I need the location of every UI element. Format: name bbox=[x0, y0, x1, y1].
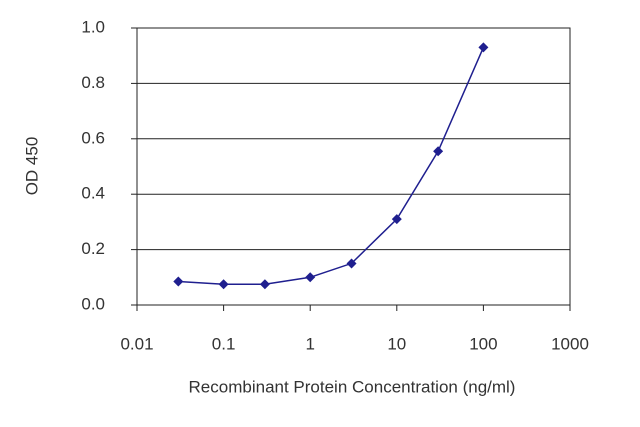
y-tick-label: 1.0 bbox=[81, 17, 105, 36]
y-tick-label: 0.4 bbox=[81, 184, 105, 203]
y-tick-label: 0.0 bbox=[81, 294, 105, 313]
x-axis-title: Recombinant Protein Concentration (ng/ml… bbox=[189, 377, 516, 396]
y-axis-title: OD 450 bbox=[22, 137, 41, 196]
data-point bbox=[218, 279, 229, 290]
y-tick-label: 0.8 bbox=[81, 73, 105, 92]
x-tick-label: 100 bbox=[469, 334, 497, 353]
x-tick-label: 0.1 bbox=[212, 334, 236, 353]
data-point bbox=[305, 272, 316, 283]
data-point bbox=[391, 214, 402, 225]
y-tick-label: 0.2 bbox=[81, 239, 105, 258]
x-tick-label: 1 bbox=[305, 334, 314, 353]
data-point bbox=[478, 42, 489, 53]
data-point bbox=[433, 146, 444, 157]
x-tick-label: 0.01 bbox=[120, 334, 153, 353]
data-point bbox=[346, 258, 357, 269]
plot-frame bbox=[136, 27, 571, 306]
y-tick-label: 0.6 bbox=[81, 128, 105, 147]
data-point bbox=[259, 279, 270, 290]
x-tick-label: 1000 bbox=[551, 334, 589, 353]
data-line bbox=[178, 47, 485, 285]
data-point bbox=[173, 276, 184, 287]
x-tick-label: 10 bbox=[387, 334, 406, 353]
